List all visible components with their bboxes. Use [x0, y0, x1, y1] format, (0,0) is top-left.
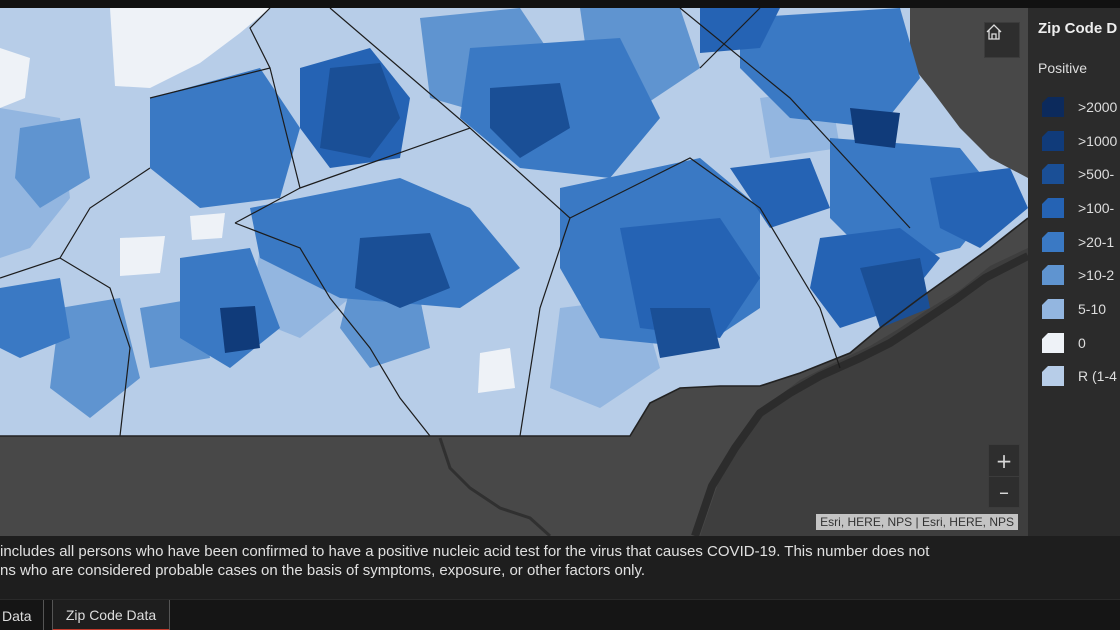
- legend-label: 0: [1078, 334, 1086, 351]
- legend-item: >100-: [1042, 191, 1117, 225]
- county-boundary: [0, 257, 131, 437]
- legend-item: >10-2: [1042, 258, 1117, 292]
- zip-zone-100-500: [700, 8, 780, 53]
- home-button[interactable]: [984, 22, 1020, 58]
- legend-title: Zip Code D: [1038, 20, 1118, 37]
- legend-subtitle: Positive: [1038, 60, 1088, 76]
- zip-zone-zero: [120, 236, 165, 276]
- zip-zone-zero: [478, 348, 515, 393]
- tab-data[interactable]: Data: [0, 600, 44, 630]
- county-boundary: [234, 222, 431, 437]
- zip-zone-20-100: [150, 68, 300, 208]
- zoom-out-button[interactable]: –: [989, 476, 1019, 507]
- legend-label: 5-10: [1078, 300, 1107, 317]
- county-boundary: [569, 157, 841, 369]
- zip-zone-zero: [110, 8, 270, 88]
- legend-label: R (1-4: [1078, 368, 1117, 385]
- legend-item: >500-: [1042, 157, 1117, 191]
- legend-swatch: [1042, 265, 1064, 286]
- zip-zone-500-1000: [650, 308, 720, 358]
- zoom-control: + –: [988, 444, 1020, 508]
- legend-item: 5-10: [1042, 292, 1117, 326]
- map-view[interactable]: + – Esri, HERE, NPS | Esri, HERE, NPS: [0, 8, 1028, 536]
- legend-swatch: [1042, 366, 1064, 387]
- legend-label: >500-: [1078, 166, 1115, 183]
- legend-swatch: [1042, 298, 1064, 319]
- legend-panel: Zip Code D Positive >2000 >1000 >500- >100-…: [1028, 8, 1120, 536]
- footnote: includes all persons who have been confi…: [0, 542, 1028, 580]
- creek: [438, 437, 552, 536]
- footnote-line: includes all persons who have been confi…: [0, 543, 930, 560]
- legend-label: >2000: [1078, 98, 1118, 115]
- choropleth-map[interactable]: [0, 8, 1028, 536]
- legend-list: >2000 >1000 >500- >100- >20-1 >10-2 5-10 0 R (1-…: [1042, 90, 1117, 393]
- top-bar: [0, 0, 1120, 8]
- legend-label: >1000: [1078, 132, 1118, 149]
- zip-zone-over-1000: [220, 306, 260, 353]
- zip-zone-10-20: [50, 298, 140, 418]
- zip-zone-zero: [0, 48, 30, 108]
- zip-zone-100-500: [730, 158, 830, 228]
- footnote-line: ns who are considered probable cases on …: [0, 562, 646, 579]
- zoom-in-button[interactable]: +: [995, 448, 1013, 473]
- home-icon: [986, 24, 1002, 40]
- legend-item: >1000: [1042, 124, 1117, 158]
- county-boundary: [329, 8, 471, 129]
- map-attribution: Esri, HERE, NPS | Esri, HERE, NPS: [816, 514, 1018, 530]
- county-boundary: [699, 8, 761, 69]
- zip-zone-500-1000: [860, 258, 930, 328]
- legend-item: >2000: [1042, 90, 1117, 124]
- legend-item: 0: [1042, 326, 1117, 360]
- zip-zone-over-1000: [850, 108, 900, 148]
- zip-zone-100-500: [930, 168, 1028, 248]
- legend-label: >10-2: [1078, 267, 1115, 284]
- tab-bar: Data Zip Code Data: [0, 599, 1120, 630]
- legend-item: >20-1: [1042, 225, 1117, 259]
- zip-zone-10-20: [15, 118, 90, 208]
- county-boundary: [59, 167, 151, 259]
- legend-item: R (1-4: [1042, 360, 1117, 394]
- legend-swatch: [1042, 130, 1064, 151]
- zip-zone-20-100: [0, 278, 70, 358]
- county-boundary: [149, 67, 301, 224]
- zip-zone-500-1000: [355, 233, 450, 308]
- zip-zone-20-100: [740, 8, 920, 128]
- zip-zone-zero: [190, 213, 225, 240]
- tab-zip-code-data[interactable]: Zip Code Data: [52, 600, 170, 630]
- zip-zone-500-1000: [490, 83, 570, 158]
- zip-zone-500-1000: [320, 63, 400, 158]
- river-water: [700, 248, 1028, 536]
- legend-swatch: [1042, 332, 1064, 353]
- zip-zone-10-20: [340, 288, 430, 368]
- legend-swatch: [1042, 197, 1064, 218]
- legend-swatch: [1042, 231, 1064, 252]
- legend-swatch: [1042, 96, 1064, 117]
- legend-swatch: [1042, 164, 1064, 185]
- county-boundary: [679, 8, 911, 229]
- legend-label: >20-1: [1078, 233, 1115, 250]
- county-boundary: [249, 8, 271, 69]
- legend-label: >100-: [1078, 199, 1115, 216]
- state-boundary: [0, 217, 1028, 437]
